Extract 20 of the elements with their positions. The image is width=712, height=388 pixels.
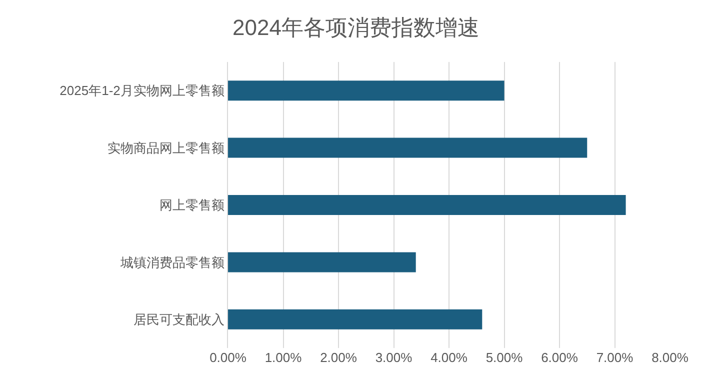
- y-tick-label: 2025年1-2月实物网上零售额: [60, 83, 224, 98]
- x-tick-label: 5.00%: [486, 350, 524, 365]
- chart-title: 2024年各项消费指数增速: [232, 14, 480, 40]
- bar: [228, 138, 588, 158]
- bar: [228, 80, 504, 101]
- y-tick-label: 实物商品网上零售额: [107, 140, 224, 156]
- x-tick-label: 7.00%: [596, 350, 634, 365]
- x-tick-label: 6.00%: [541, 350, 578, 365]
- x-tick-label: 8.00%: [652, 350, 689, 365]
- bar: [228, 252, 416, 272]
- y-tick-label: 居民可支配收入: [133, 312, 224, 327]
- y-tick-label: 网上零售额: [159, 198, 224, 213]
- y-tick-label: 城镇消费品零售额: [119, 254, 224, 270]
- bar: [228, 309, 482, 330]
- x-tick-label: 3.00%: [375, 350, 413, 365]
- bar: [228, 194, 626, 216]
- x-tick-label: 1.00%: [264, 350, 302, 365]
- x-tick-label: 2.00%: [320, 350, 358, 365]
- x-tick-label: 4.00%: [430, 350, 468, 365]
- x-tick-label: 0.00%: [210, 350, 247, 365]
